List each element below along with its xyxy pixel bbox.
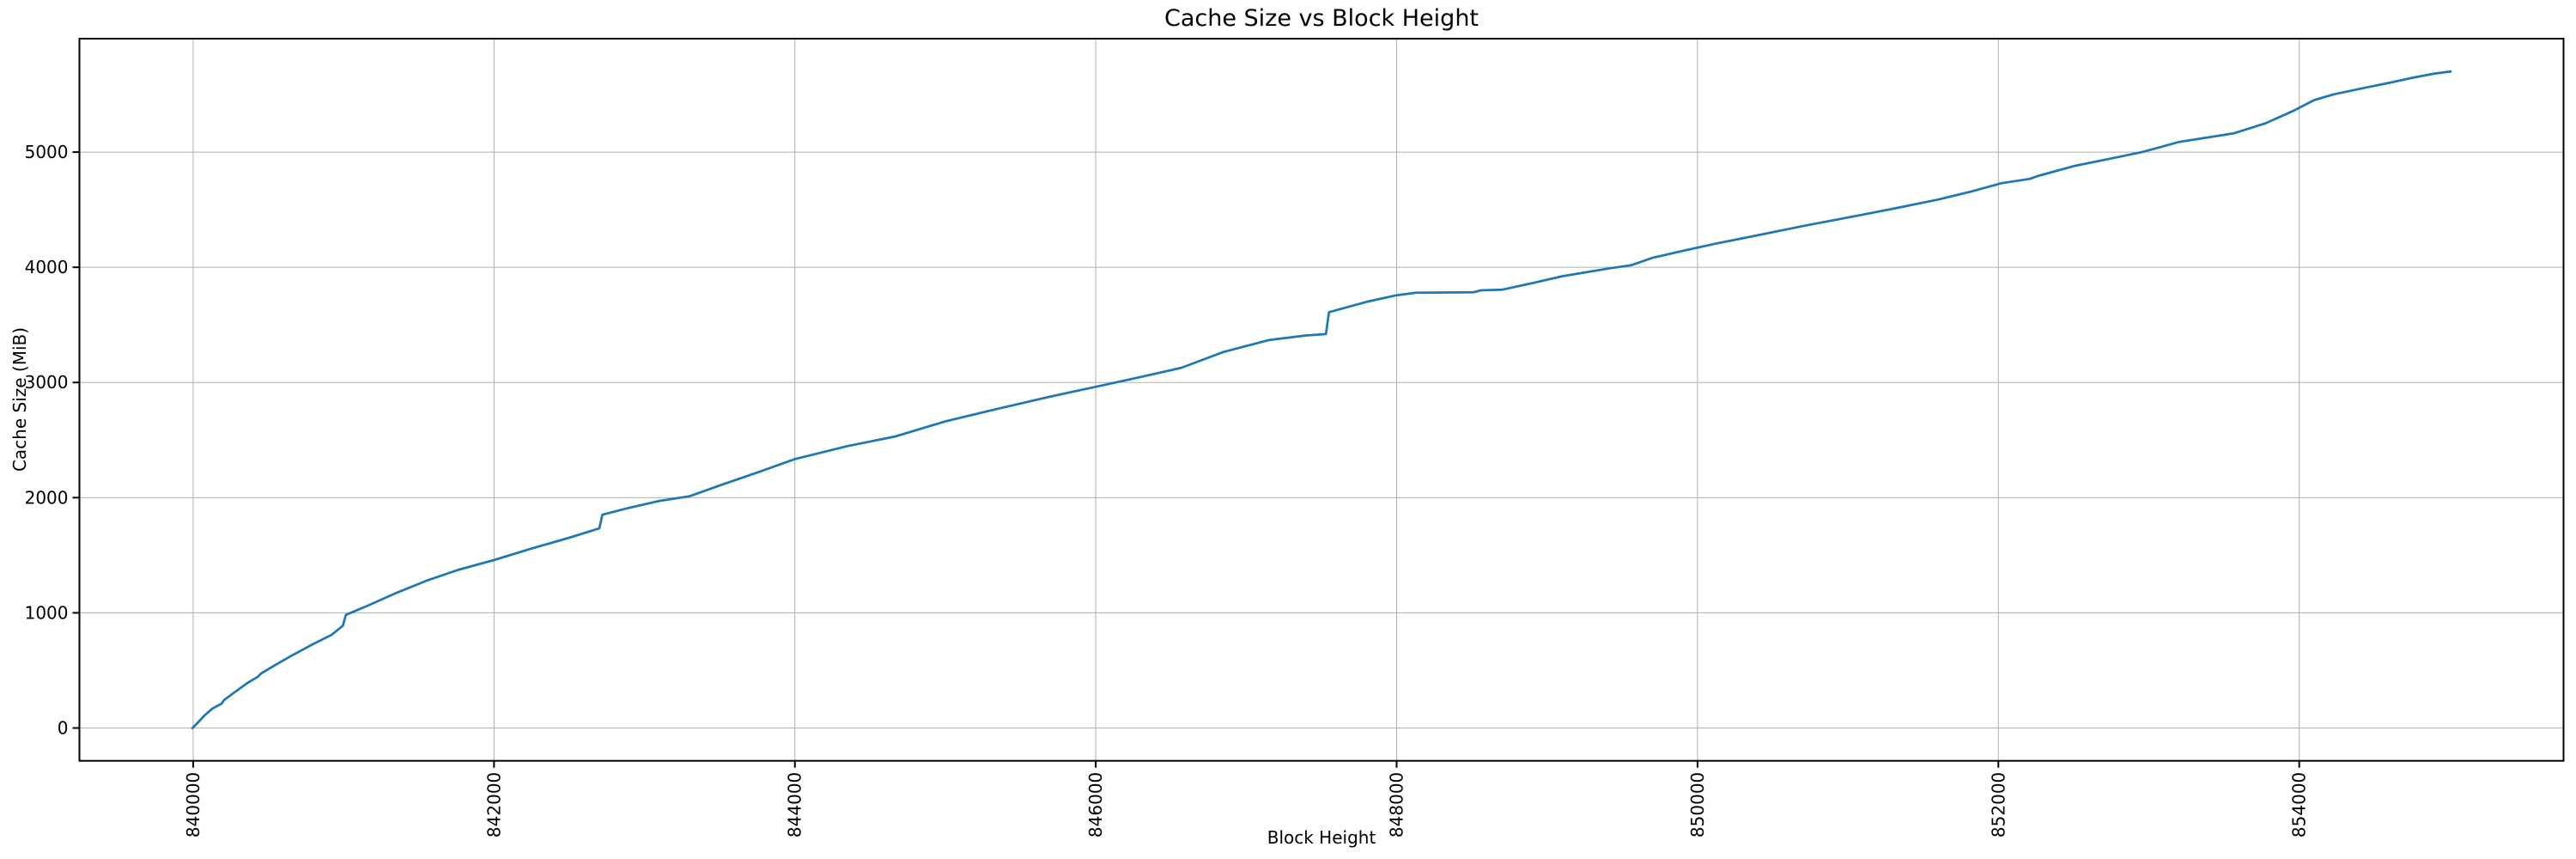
x-axis-label: Block Height <box>1267 827 1376 848</box>
axis-layer: 840000 842000 844000 846000 848000 850000 8520… <box>25 142 2310 838</box>
grid-layer <box>79 39 2564 761</box>
y-tick-label: 3000 <box>25 372 69 393</box>
y-tick-label: 0 <box>58 717 69 738</box>
y-axis-label: Cache Size (MiB) <box>9 327 30 472</box>
y-tick-label: 4000 <box>25 257 69 277</box>
y-tick-label: 1000 <box>25 602 69 623</box>
series-layer <box>191 70 2452 729</box>
cache-size-line <box>191 70 2452 729</box>
x-tick-label: 850000 <box>1687 772 1708 838</box>
x-tick-label: 840000 <box>183 772 204 838</box>
x-tick-label: 844000 <box>785 772 805 838</box>
x-tick-label: 846000 <box>1085 772 1106 838</box>
y-tick-label: 5000 <box>25 142 69 162</box>
x-tick-label: 852000 <box>1988 772 2008 838</box>
x-tick-label: 854000 <box>2289 772 2310 838</box>
plot-border <box>78 38 2565 762</box>
chart-title: Cache Size vs Block Height <box>1164 5 1479 32</box>
x-tick-label: 842000 <box>483 772 504 838</box>
y-tick-label: 2000 <box>25 487 69 508</box>
x-tick-label: 848000 <box>1387 772 1407 838</box>
